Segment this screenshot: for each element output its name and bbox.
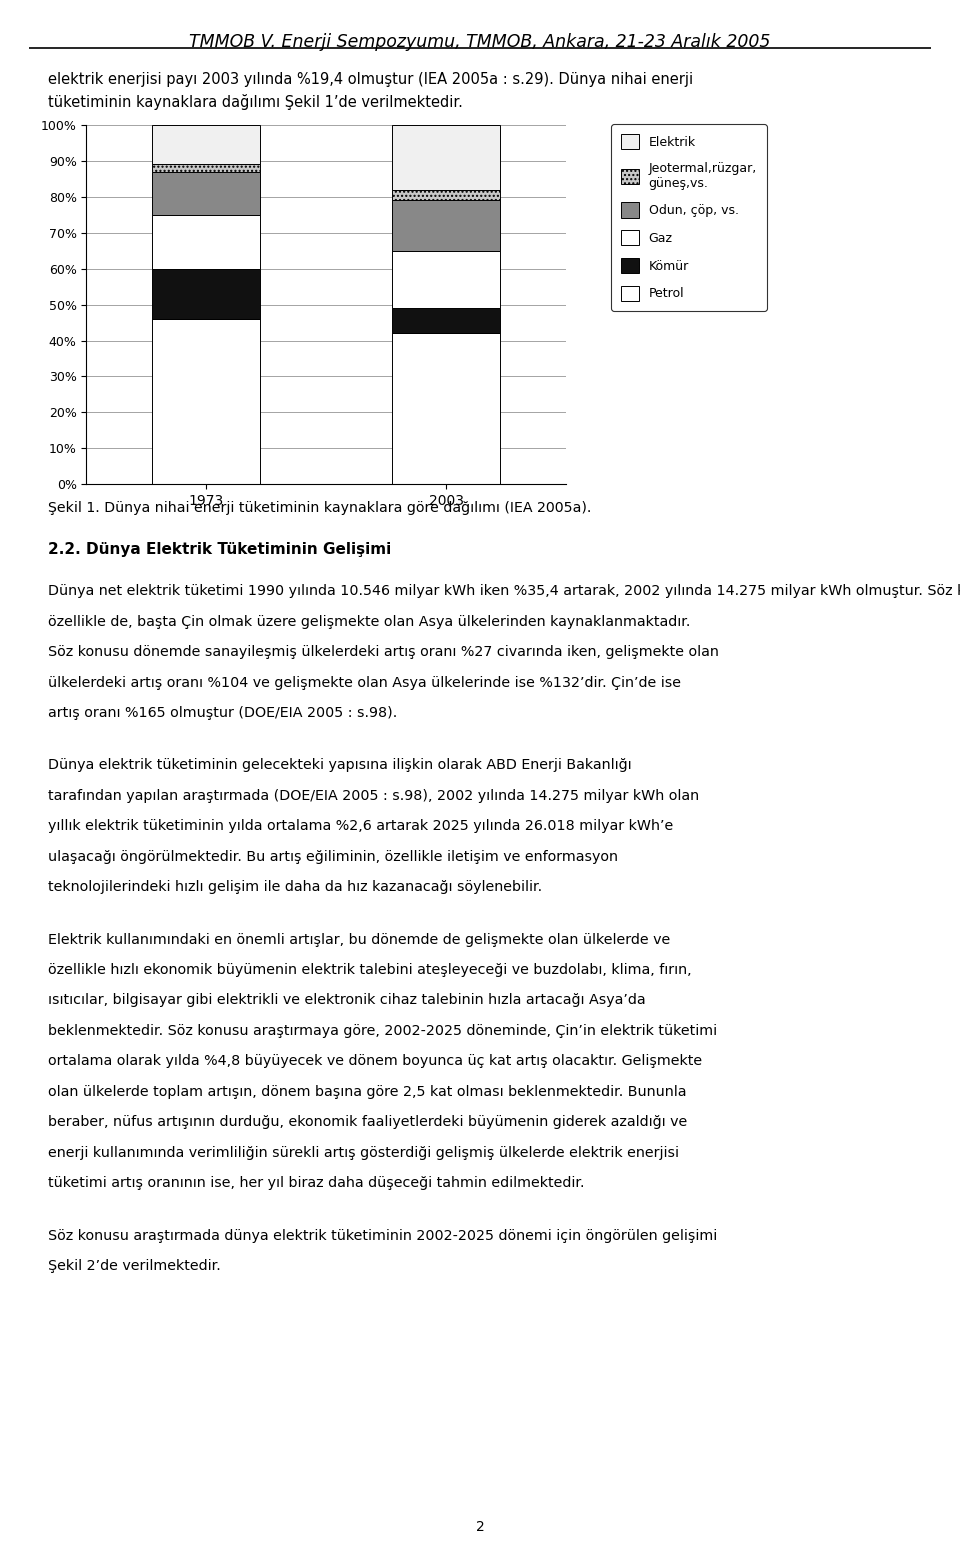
Bar bbox=[153, 125, 260, 164]
Bar bbox=[393, 308, 500, 333]
Bar bbox=[153, 216, 260, 269]
Text: özellikle de, başta Çin olmak üzere gelişmekte olan Asya ülkelerinden kaynaklanm: özellikle de, başta Çin olmak üzere geli… bbox=[48, 614, 690, 628]
Bar bbox=[393, 200, 500, 251]
Text: ısıtıcılar, bilgisayar gibi elektrikli ve elektronik cihaz talebinin hızla artac: ısıtıcılar, bilgisayar gibi elektrikli v… bbox=[48, 993, 646, 1007]
Text: Söz konusu dönemde sanayileşmiş ülkelerdeki artış oranı %27 civarında iken, geli: Söz konusu dönemde sanayileşmiş ülkelerd… bbox=[48, 645, 719, 659]
Bar bbox=[153, 164, 260, 172]
Bar bbox=[153, 172, 260, 216]
Bar bbox=[153, 269, 260, 319]
Text: ulaşacağı öngörülmektedir. Bu artış eğiliminin, özellikle iletişim ve enformasyo: ulaşacağı öngörülmektedir. Bu artış eğil… bbox=[48, 850, 618, 864]
Text: yıllık elektrik tüketiminin yılda ortalama %2,6 artarak 2025 yılında 26.018 mily: yıllık elektrik tüketiminin yılda ortala… bbox=[48, 818, 673, 833]
Legend: Elektrik, Jeotermal,rüzgar,
güneş,vs., Odun, çöp, vs., Gaz, Kömür, Petrol: Elektrik, Jeotermal,rüzgar, güneş,vs., O… bbox=[612, 123, 767, 311]
Text: tarafından yapılan araştırmada (DOE/EIA 2005 : s.98), 2002 yılında 14.275 milyar: tarafından yapılan araştırmada (DOE/EIA … bbox=[48, 789, 699, 803]
Text: TMMOB V. Enerji Sempozyumu, TMMOB, Ankara, 21-23 Aralık 2005: TMMOB V. Enerji Sempozyumu, TMMOB, Ankar… bbox=[189, 33, 771, 52]
Text: Dünya elektrik tüketiminin gelecekteki yapısına ilişkin olarak ABD Enerji Bakanl: Dünya elektrik tüketiminin gelecekteki y… bbox=[48, 758, 632, 772]
Text: teknolojilerindeki hızlı gelişim ile daha da hız kazanacağı söylenebilir.: teknolojilerindeki hızlı gelişim ile dah… bbox=[48, 879, 542, 893]
Text: beklenmektedir. Söz konusu araştırmaya göre, 2002-2025 döneminde, Çin’in elektri: beklenmektedir. Söz konusu araştırmaya g… bbox=[48, 1025, 717, 1037]
Text: ülkelerdeki artış oranı %104 ve gelişmekte olan Asya ülkelerinde ise %132’dir. Ç: ülkelerdeki artış oranı %104 ve gelişmek… bbox=[48, 675, 681, 689]
Text: enerji kullanımında verimliliğin sürekli artış gösterdiği gelişmiş ülkelerde ele: enerji kullanımında verimliliğin sürekli… bbox=[48, 1147, 679, 1159]
Bar bbox=[393, 333, 500, 484]
Bar bbox=[393, 189, 500, 200]
Text: Şekil 1. Dünya nihai enerji tüketiminin kaynaklara göre dağılımı (IEA 2005a).: Şekil 1. Dünya nihai enerji tüketiminin … bbox=[48, 501, 591, 515]
Text: elektrik enerjisi payı 2003 yılında %19,4 olmuştur (IEA 2005a : s.29). Dünya nih: elektrik enerjisi payı 2003 yılında %19,… bbox=[48, 72, 693, 87]
Bar bbox=[393, 251, 500, 308]
Text: ortalama olarak yılda %4,8 büyüyecek ve dönem boyunca üç kat artış olacaktır. Ge: ortalama olarak yılda %4,8 büyüyecek ve … bbox=[48, 1054, 702, 1068]
Text: artış oranı %165 olmuştur (DOE/EIA 2005 : s.98).: artış oranı %165 olmuştur (DOE/EIA 2005 … bbox=[48, 706, 397, 720]
Text: tüketiminin kaynaklara dağılımı Şekil 1’de verilmektedir.: tüketiminin kaynaklara dağılımı Şekil 1’… bbox=[48, 94, 463, 109]
Text: tüketimi artış oranının ise, her yıl biraz daha düşeceği tahmin edilmektedir.: tüketimi artış oranının ise, her yıl bir… bbox=[48, 1176, 585, 1190]
Text: beraber, nüfus artışının durduğu, ekonomik faaliyetlerdeki büyümenin giderek aza: beraber, nüfus artışının durduğu, ekonom… bbox=[48, 1115, 687, 1129]
Text: Elektrik kullanımındaki en önemli artışlar, bu dönemde de gelişmekte olan ülkele: Elektrik kullanımındaki en önemli artışl… bbox=[48, 933, 670, 947]
Text: olan ülkelerde toplam artışın, dönem başına göre 2,5 kat olması beklenmektedir. : olan ülkelerde toplam artışın, dönem baş… bbox=[48, 1084, 686, 1098]
Text: Şekil 2’de verilmektedir.: Şekil 2’de verilmektedir. bbox=[48, 1259, 221, 1273]
Bar bbox=[153, 319, 260, 484]
Text: 2.2. Dünya Elektrik Tüketiminin Gelişimi: 2.2. Dünya Elektrik Tüketiminin Gelişimi bbox=[48, 542, 392, 558]
Text: Dünya net elektrik tüketimi 1990 yılında 10.546 milyar kWh iken %35,4 artarak, 2: Dünya net elektrik tüketimi 1990 yılında… bbox=[48, 584, 960, 598]
Text: Söz konusu araştırmada dünya elektrik tüketiminin 2002-2025 dönemi için öngörüle: Söz konusu araştırmada dünya elektrik tü… bbox=[48, 1228, 717, 1242]
Text: 2: 2 bbox=[475, 1520, 485, 1534]
Text: özellikle hızlı ekonomik büyümenin elektrik talebini ateşleyeceği ve buzdolabı, : özellikle hızlı ekonomik büyümenin elekt… bbox=[48, 962, 691, 976]
Bar bbox=[393, 125, 500, 189]
